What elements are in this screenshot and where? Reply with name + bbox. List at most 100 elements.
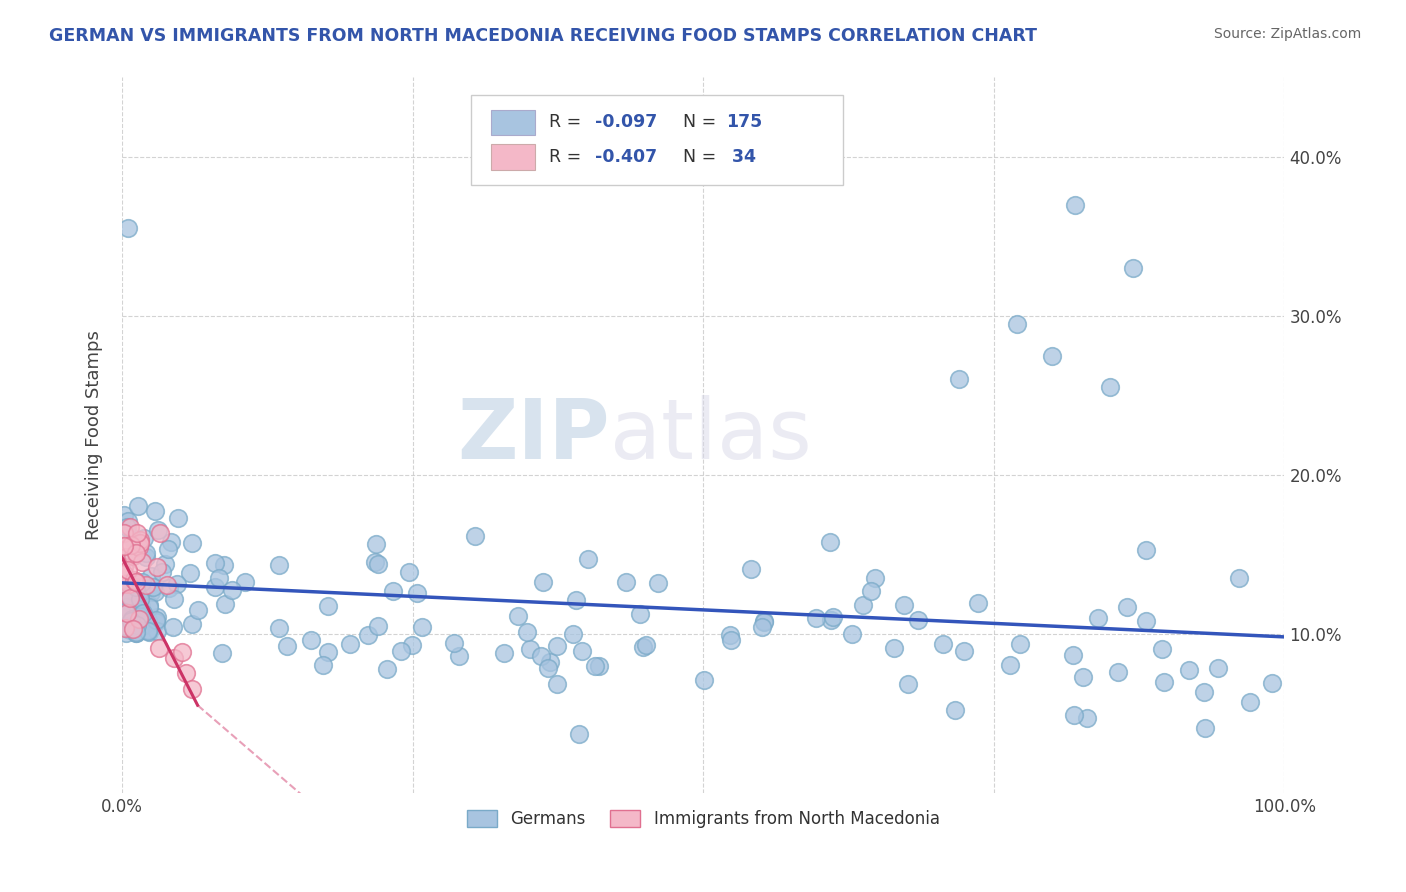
Point: [519, 642, 541, 657]
Point: [852, 598, 875, 612]
Point: [614, 575, 637, 590]
Point: [1194, 722, 1216, 736]
Point: [449, 649, 471, 664]
Point: [405, 586, 427, 600]
Point: [859, 584, 882, 599]
Point: [316, 645, 339, 659]
Point: [204, 556, 226, 570]
Point: [132, 618, 155, 632]
Point: [115, 615, 138, 629]
Point: [179, 566, 201, 581]
Point: [142, 580, 165, 594]
Point: [118, 597, 141, 611]
Point: [136, 624, 159, 638]
Point: [269, 558, 291, 572]
Point: [122, 622, 145, 636]
Text: 175: 175: [727, 113, 762, 131]
Point: [531, 575, 554, 590]
Point: [1005, 317, 1028, 331]
Text: 34: 34: [727, 148, 756, 166]
Point: [647, 576, 669, 591]
Point: [114, 550, 136, 565]
Point: [138, 625, 160, 640]
Point: [893, 598, 915, 612]
Point: [115, 600, 138, 615]
Point: [576, 552, 599, 566]
Point: [170, 645, 193, 659]
Point: [411, 619, 433, 633]
Point: [952, 644, 974, 658]
Point: [316, 599, 339, 613]
Point: [131, 555, 153, 569]
Point: [112, 539, 135, 553]
Point: [1153, 675, 1175, 690]
Point: [692, 673, 714, 687]
Point: [948, 372, 970, 386]
Point: [492, 646, 515, 660]
Point: [966, 596, 988, 610]
Point: [149, 526, 172, 541]
Point: [127, 525, 149, 540]
Point: [634, 638, 657, 652]
Legend: Germans, Immigrants from North Macedonia: Germans, Immigrants from North Macedonia: [460, 803, 946, 834]
Point: [1150, 641, 1173, 656]
Point: [120, 614, 142, 628]
Point: [143, 504, 166, 518]
Point: [221, 583, 243, 598]
Point: [128, 608, 150, 623]
Point: [1239, 695, 1261, 709]
Y-axis label: Receiving Food Stamps: Receiving Food Stamps: [86, 330, 103, 540]
Point: [114, 619, 136, 633]
Point: [180, 682, 202, 697]
Point: [1099, 380, 1122, 394]
Point: [122, 549, 145, 564]
Point: [118, 589, 141, 603]
Point: [389, 644, 412, 658]
Point: [117, 563, 139, 577]
Point: [565, 592, 588, 607]
Point: [163, 650, 186, 665]
Point: [571, 644, 593, 658]
Point: [752, 615, 775, 629]
Point: [740, 562, 762, 576]
Point: [516, 624, 538, 639]
Point: [145, 615, 167, 629]
Point: [134, 609, 156, 624]
Point: [160, 535, 183, 549]
Text: -0.407: -0.407: [595, 148, 657, 166]
Point: [1010, 637, 1032, 651]
Point: [112, 598, 135, 612]
Point: [588, 659, 610, 673]
Point: [863, 571, 886, 585]
Point: [124, 588, 146, 602]
Point: [883, 641, 905, 656]
Point: [117, 550, 139, 565]
Point: [1261, 675, 1284, 690]
Point: [211, 646, 233, 660]
Point: [124, 606, 146, 620]
Point: [932, 637, 955, 651]
Point: [135, 549, 157, 564]
Point: [897, 676, 920, 690]
Bar: [491, 144, 534, 169]
Point: [163, 592, 186, 607]
Point: [630, 607, 652, 621]
Point: [143, 585, 166, 599]
Point: [112, 577, 135, 591]
Point: [530, 648, 553, 663]
Point: [112, 593, 135, 607]
Point: [162, 619, 184, 633]
Point: [122, 573, 145, 587]
Point: [121, 612, 143, 626]
Point: [138, 598, 160, 612]
Point: [127, 499, 149, 513]
Text: R =: R =: [548, 148, 586, 166]
Point: [718, 628, 741, 642]
Point: [134, 612, 156, 626]
Point: [125, 574, 148, 589]
Point: [112, 550, 135, 565]
Point: [122, 621, 145, 635]
Point: [339, 637, 361, 651]
Point: [1087, 610, 1109, 624]
Point: [134, 531, 156, 545]
